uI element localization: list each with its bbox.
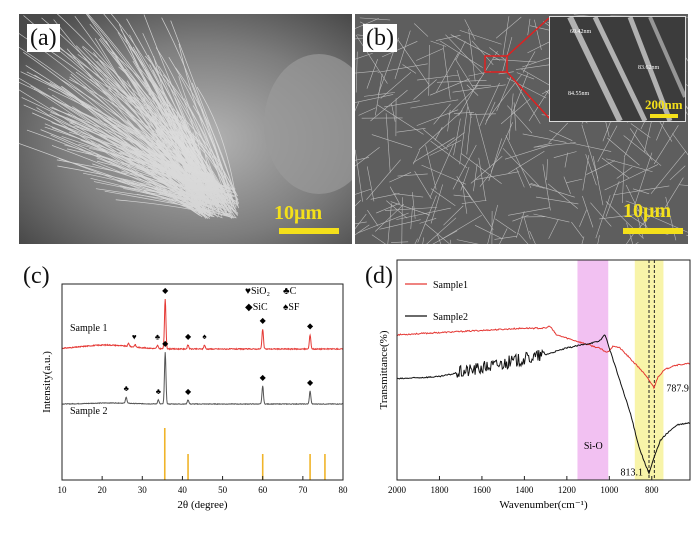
xrd-peak-marker: ♣ xyxy=(155,332,161,341)
ftir-chart: 2000 1800 1600 1400 1200 1000 800 Si-O 813.1 787… xyxy=(378,259,691,511)
ftir-annotation: Si-O xyxy=(584,441,603,452)
ftir-xtick-label: 1000 xyxy=(600,485,619,495)
xrd-xtick-label: 10 xyxy=(58,485,68,495)
sem-image-b: (b) 60.42nm 83.62nm 84.55nm 200nm 10µm xyxy=(355,14,688,244)
xrd-peak-marker: ♥ xyxy=(132,333,137,342)
ftir-xtick-label: 800 xyxy=(645,485,659,495)
inset-scale-label: 200nm xyxy=(645,97,683,112)
xrd-legend-entry: ♠SF xyxy=(283,302,300,313)
xrd-legend-entry: ♥SiO₂ xyxy=(245,286,270,297)
ftir-annotation: 813.1 xyxy=(621,467,644,478)
inset-scale-bar xyxy=(650,114,678,118)
xrd-xtick-label: 20 xyxy=(98,485,108,495)
xrd-peak-marker: ♠ xyxy=(202,332,207,341)
inset-measure-1: 60.42nm xyxy=(570,29,592,35)
xrd-peak-marker: ◆ xyxy=(260,316,267,325)
ftir-xtick-label: 1600 xyxy=(473,485,492,495)
scale-bar-a xyxy=(279,228,339,234)
ftir-band xyxy=(577,260,609,480)
inset-measure-2: 83.62nm xyxy=(638,65,660,71)
xrd-series-label: Sample 1 xyxy=(70,323,108,334)
xrd-peak-marker: ◆ xyxy=(307,378,314,387)
xrd-xtick-label: 50 xyxy=(218,485,228,495)
xrd-series-1 xyxy=(61,298,343,351)
xrd-xtick-label: 70 xyxy=(298,485,308,495)
xrd-peak-marker: ◆ xyxy=(185,332,192,341)
panel-label-d: (d) xyxy=(362,262,396,290)
xrd-peak-marker: ♣ xyxy=(156,387,162,396)
zoom-box xyxy=(484,55,508,73)
xrd-peak-marker: ◆ xyxy=(185,387,192,396)
ftir-legend-label: Sample2 xyxy=(433,312,468,323)
ftir-xtick-label: 1800 xyxy=(430,485,449,495)
scale-label-b: 10µm xyxy=(623,200,672,222)
scale-label-a: 10µm xyxy=(274,202,323,224)
xrd-peak-marker: ◆ xyxy=(162,286,169,295)
xrd-legend-entry: ♣C xyxy=(283,286,297,297)
ftir-xtick-label: 2000 xyxy=(388,485,407,495)
xrd-xtick-label: 60 xyxy=(258,485,268,495)
xrd-xlabel: 2θ (degree) xyxy=(177,499,227,511)
xrd-peak-marker: ◆ xyxy=(162,339,169,348)
xrd-xtick-label: 80 xyxy=(339,485,349,495)
xrd-peak-marker: ◆ xyxy=(307,322,314,331)
xrd-series-2 xyxy=(61,352,344,406)
xrd-series-label: Sample 2 xyxy=(70,406,108,417)
xrd-xtick-label: 40 xyxy=(178,485,188,495)
inset-fibers: 60.42nm 83.62nm 84.55nm xyxy=(550,15,687,123)
xrd-xtick-label: 30 xyxy=(138,485,148,495)
sem-image-a: (a) 10µm xyxy=(19,14,352,244)
ftir-xtick-label: 1400 xyxy=(515,485,534,495)
ftir-series-2 xyxy=(396,334,691,475)
panel-label-b: (b) xyxy=(363,24,397,52)
ftir-series-1 xyxy=(396,325,691,390)
scale-bar-b xyxy=(623,228,683,234)
sem-image-a-texture xyxy=(19,14,352,244)
ftir-annotation: 787.9 xyxy=(666,384,689,395)
ftir-legend-label: Sample1 xyxy=(433,280,468,291)
xrd-ylabel: Intensity(a.u.) xyxy=(41,351,53,413)
inset-measure-3: 84.55nm xyxy=(568,91,590,97)
xrd-peak-marker: ◆ xyxy=(260,373,267,382)
xrd-legend-entry: ◆SiC xyxy=(245,302,268,313)
zoom-inset: 60.42nm 83.62nm 84.55nm 200nm xyxy=(549,15,687,123)
panel-label-c: (c) xyxy=(20,262,53,290)
xrd-peak-marker: ♣ xyxy=(124,384,130,393)
ftir-xtick-label: 1200 xyxy=(558,485,577,495)
panel-label-a: (a) xyxy=(27,24,60,52)
ftir-xlabel: Wavenumber(cm⁻¹) xyxy=(499,499,588,511)
ftir-ylabel: Transmittance(%) xyxy=(378,330,390,409)
